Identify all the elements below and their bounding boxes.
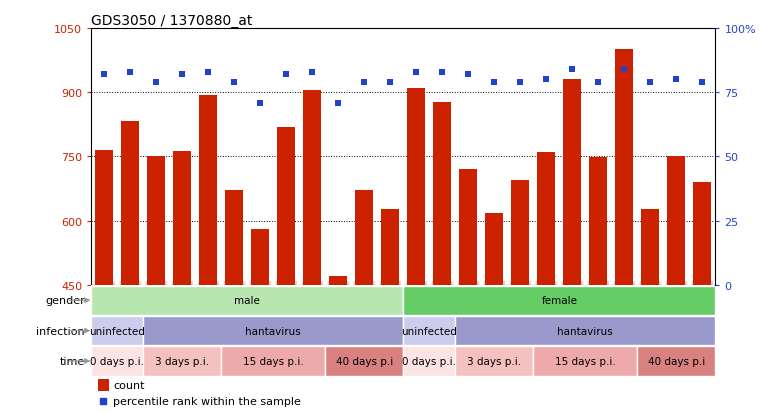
Bar <box>403 347 455 376</box>
Text: time: time <box>60 356 85 366</box>
Bar <box>433 102 451 285</box>
Point <box>333 100 345 107</box>
Point <box>436 69 448 76</box>
Text: 3 days p.i.: 3 days p.i. <box>467 356 521 366</box>
Point <box>410 69 422 76</box>
Bar <box>403 286 715 315</box>
Point <box>358 79 371 86</box>
Bar <box>143 316 403 345</box>
Bar <box>147 156 165 285</box>
Text: infection: infection <box>37 326 85 336</box>
Text: uninfected: uninfected <box>89 326 145 336</box>
Text: 15 days p.i.: 15 days p.i. <box>243 356 304 366</box>
Bar <box>381 209 400 285</box>
Bar <box>221 347 326 376</box>
Point <box>280 72 292 78</box>
Bar <box>121 122 139 285</box>
Bar <box>199 96 218 285</box>
Bar <box>91 316 143 345</box>
Point <box>202 69 215 76</box>
Bar <box>455 316 715 345</box>
Point <box>98 72 110 78</box>
Bar <box>459 170 477 285</box>
Point <box>645 79 657 86</box>
Point <box>540 77 552 83</box>
Text: female: female <box>541 295 578 306</box>
Text: 0 days p.i.: 0 days p.i. <box>91 356 145 366</box>
Text: uninfected: uninfected <box>401 326 457 336</box>
Point <box>228 79 240 86</box>
Bar <box>638 347 715 376</box>
Bar <box>277 127 295 285</box>
Text: male: male <box>234 295 260 306</box>
Point <box>670 77 683 83</box>
Text: percentile rank within the sample: percentile rank within the sample <box>113 396 301 406</box>
Point <box>150 79 162 86</box>
Point <box>592 79 604 86</box>
Bar <box>563 80 581 285</box>
Point <box>462 72 474 78</box>
Text: 0 days p.i.: 0 days p.i. <box>403 356 457 366</box>
Text: GDS3050 / 1370880_at: GDS3050 / 1370880_at <box>91 14 253 28</box>
Bar <box>403 316 455 345</box>
Text: 15 days p.i.: 15 days p.i. <box>555 356 616 366</box>
Bar <box>589 158 607 285</box>
Bar <box>642 209 660 285</box>
Bar <box>537 153 556 285</box>
Bar <box>251 230 269 285</box>
Bar <box>355 190 374 285</box>
Bar <box>143 347 221 376</box>
Point <box>97 397 110 404</box>
Point <box>618 66 630 73</box>
Bar <box>407 89 425 285</box>
Text: count: count <box>113 380 145 390</box>
Bar <box>533 347 638 376</box>
Bar <box>174 152 192 285</box>
Bar <box>95 151 113 285</box>
Text: hantavirus: hantavirus <box>558 326 613 336</box>
Point <box>124 69 136 76</box>
Point <box>696 79 708 86</box>
Bar <box>486 214 504 285</box>
Bar <box>330 276 348 285</box>
Point <box>514 79 527 86</box>
Point <box>177 72 189 78</box>
Bar <box>667 156 686 285</box>
Bar <box>693 183 712 285</box>
Bar <box>91 347 143 376</box>
Text: 40 days p.i: 40 days p.i <box>648 356 705 366</box>
Text: 40 days p.i: 40 days p.i <box>336 356 393 366</box>
Bar <box>511 180 530 285</box>
Bar <box>225 190 244 285</box>
Bar <box>91 286 403 315</box>
Text: gender: gender <box>46 295 85 306</box>
Bar <box>303 90 321 285</box>
Text: hantavirus: hantavirus <box>246 326 301 336</box>
Point <box>566 66 578 73</box>
Bar <box>615 50 633 285</box>
Bar <box>97 380 109 391</box>
Point <box>254 100 266 107</box>
Point <box>306 69 318 76</box>
Bar <box>326 347 403 376</box>
Text: 3 days p.i.: 3 days p.i. <box>155 356 209 366</box>
Point <box>384 79 396 86</box>
Point <box>489 79 501 86</box>
Bar <box>455 347 533 376</box>
